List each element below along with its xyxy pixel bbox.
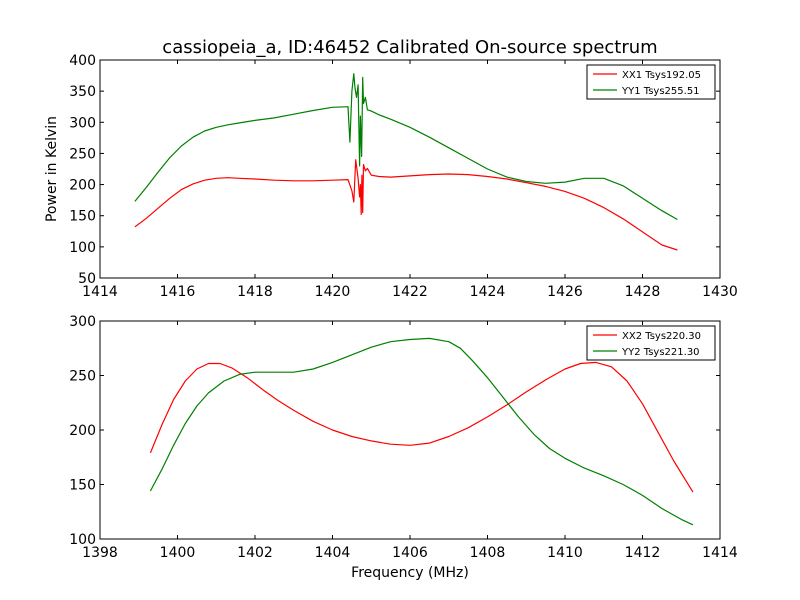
y-tick-label: 350 [69, 84, 96, 100]
y-tick-label: 300 [69, 115, 96, 131]
y-tick-label: 150 [69, 209, 96, 225]
series-line-yy [149, 337, 694, 526]
y-axis-label: Power in Kelvin [44, 116, 60, 222]
y-tick-label: 200 [69, 423, 96, 439]
series-line-yy [134, 73, 678, 221]
legend-entry: XX2 Tsys220.30 [622, 331, 701, 342]
x-tick-label: 1416 [160, 284, 196, 300]
x-tick-label: 1424 [470, 284, 506, 300]
y-tick-label: 250 [69, 146, 96, 162]
x-tick-label: 1398 [82, 545, 118, 561]
y-tick-label: 300 [69, 314, 96, 330]
x-tick-label: 1402 [237, 545, 273, 561]
x-tick-label: 1414 [82, 284, 118, 300]
x-tick-label: 1412 [625, 545, 661, 561]
y-tick-label: 150 [69, 478, 96, 494]
y-tick-label: 250 [69, 369, 96, 385]
x-tick-label: 1418 [237, 284, 273, 300]
y-tick-label: 200 [69, 178, 96, 194]
series-line-xx [134, 159, 678, 251]
y-tick-label: 400 [69, 53, 96, 69]
x-tick-label: 1406 [392, 545, 428, 561]
bottom-panel: 1398 1400 1402 1404 1406 1408 1410 1412 1414 100 1… [69, 314, 738, 561]
x-tick-label: 1410 [547, 545, 583, 561]
x-tick-label: 1428 [625, 284, 661, 300]
legend-entry: YY1 Tsys255.51 [621, 86, 700, 97]
top-panel: 1414 1416 1418 1420 1422 1424 1426 1428 1430 50 10… [69, 53, 738, 300]
legend-box [586, 64, 716, 100]
y-tick-label: 100 [69, 240, 96, 256]
x-tick-label: 1430 [702, 284, 738, 300]
x-tick-label: 1404 [315, 545, 351, 561]
legend-box [586, 325, 716, 361]
x-tick-label: 1408 [470, 545, 506, 561]
y-tick-label: 50 [78, 271, 96, 287]
x-tick-label: 1420 [315, 284, 351, 300]
x-tick-label: 1426 [547, 284, 583, 300]
y-tick-label: 100 [69, 532, 96, 548]
x-tick-label: 1414 [702, 545, 738, 561]
x-axis-label: Frequency (MHz) [351, 565, 469, 581]
x-tick-label: 1400 [160, 545, 196, 561]
legend-entry: XX1 Tsys192.05 [622, 70, 701, 81]
series-line-xx [149, 361, 694, 493]
x-tick-label: 1422 [392, 284, 428, 300]
legend-entry: YY2 Tsys221.30 [621, 347, 700, 358]
chart-title: cassiopeia_a, ID:46452 Calibrated On-sou… [162, 37, 657, 58]
